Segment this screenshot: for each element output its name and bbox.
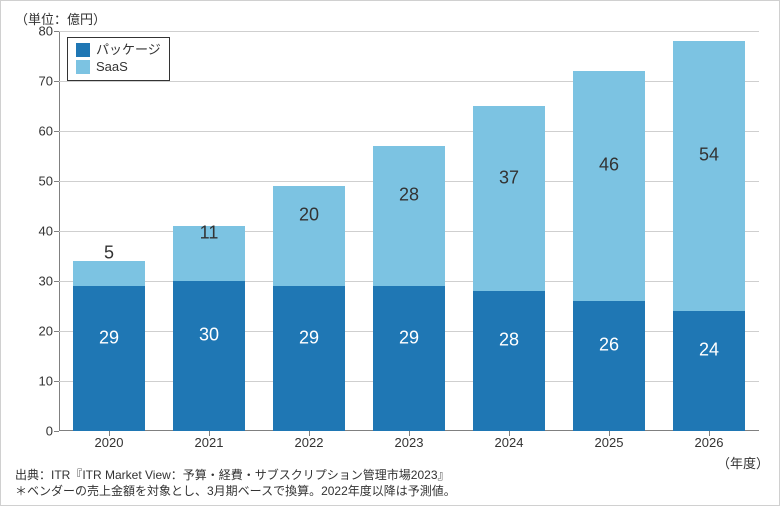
- y-tick-label: 20: [13, 324, 59, 339]
- x-tick-label: 2026: [695, 431, 724, 450]
- bar-value-label: 28: [373, 185, 445, 206]
- bar-segment: [573, 301, 645, 431]
- bar-value-label: 30: [173, 325, 245, 346]
- legend-item: SaaS: [76, 59, 161, 76]
- x-tick-label: 2025: [595, 431, 624, 450]
- bar-segment: [473, 106, 545, 291]
- bar-value-label: 29: [273, 327, 345, 348]
- y-tick-label: 30: [13, 274, 59, 289]
- bar-segment: [373, 146, 445, 286]
- bar-value-label: 29: [73, 327, 145, 348]
- bar-segment: [273, 286, 345, 431]
- x-tick-label: 2023: [395, 431, 424, 450]
- legend: パッケージ SaaS: [67, 37, 170, 81]
- bar-value-label: 28: [473, 330, 545, 351]
- footnote-line: ＊ベンダーの売上金額を対象とし、3月期ベースで換算。2022年度以降は予測値。: [15, 483, 456, 499]
- footnote-line: 出典：ITR『ITR Market View：予算・経費・サブスクリプション管理…: [15, 467, 456, 483]
- x-tick-label: 2021: [195, 431, 224, 450]
- bar-segment: [673, 311, 745, 431]
- legend-label: パッケージ: [96, 42, 161, 59]
- bar-value-label: 5: [73, 242, 145, 263]
- bar-segment: [273, 186, 345, 286]
- y-tick-label: 70: [13, 74, 59, 89]
- bar-segment: [173, 281, 245, 431]
- x-tick-label: 2024: [495, 431, 524, 450]
- bar-segment: [73, 286, 145, 431]
- grid-line: [59, 131, 759, 132]
- x-tick-label: 2022: [295, 431, 324, 450]
- legend-label: SaaS: [96, 59, 128, 76]
- y-tick-label: 50: [13, 174, 59, 189]
- bar-segment: [73, 261, 145, 286]
- x-tick-label: 2020: [95, 431, 124, 450]
- bar-segment: [373, 286, 445, 431]
- bar-segment: [573, 71, 645, 301]
- x-axis-title: （年度）: [717, 453, 769, 472]
- y-tick-label: 80: [13, 24, 59, 39]
- bar-value-label: 29: [373, 327, 445, 348]
- grid-line: [59, 31, 759, 32]
- grid-line: [59, 81, 759, 82]
- bar-value-label: 54: [673, 145, 745, 166]
- bar-value-label: 26: [573, 335, 645, 356]
- bar-value-label: 46: [573, 155, 645, 176]
- legend-item: パッケージ: [76, 42, 161, 59]
- chart-container: （単位：億円） パッケージ SaaS 010203040506070802020…: [0, 0, 780, 506]
- y-tick-label: 60: [13, 124, 59, 139]
- bar-segment: [473, 291, 545, 431]
- y-tick-label: 0: [13, 424, 59, 439]
- legend-swatch-icon: [76, 60, 90, 74]
- bar-value-label: 11: [173, 222, 245, 243]
- y-tick-label: 10: [13, 374, 59, 389]
- plot-area: 0102030405060708020202952021301120222920…: [59, 31, 759, 431]
- bar-segment: [673, 41, 745, 311]
- y-tick-label: 40: [13, 224, 59, 239]
- bar-value-label: 37: [473, 167, 545, 188]
- bar-value-label: 20: [273, 205, 345, 226]
- legend-swatch-icon: [76, 43, 90, 57]
- bar-value-label: 24: [673, 340, 745, 361]
- footnote: 出典：ITR『ITR Market View：予算・経費・サブスクリプション管理…: [15, 467, 456, 499]
